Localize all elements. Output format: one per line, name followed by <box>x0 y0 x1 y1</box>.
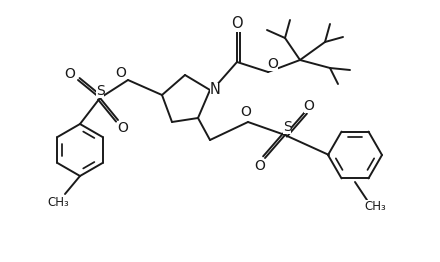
Text: O: O <box>231 17 243 31</box>
Text: O: O <box>304 99 315 113</box>
Text: O: O <box>116 66 126 80</box>
Text: N: N <box>209 83 220 97</box>
Text: S: S <box>282 120 291 134</box>
Text: O: O <box>117 121 128 135</box>
Text: O: O <box>65 67 75 81</box>
Text: CH₃: CH₃ <box>364 199 386 212</box>
Text: CH₃: CH₃ <box>47 195 69 209</box>
Text: O: O <box>255 159 265 173</box>
Text: O: O <box>268 57 279 71</box>
Text: O: O <box>241 105 251 119</box>
Text: S: S <box>95 84 104 98</box>
